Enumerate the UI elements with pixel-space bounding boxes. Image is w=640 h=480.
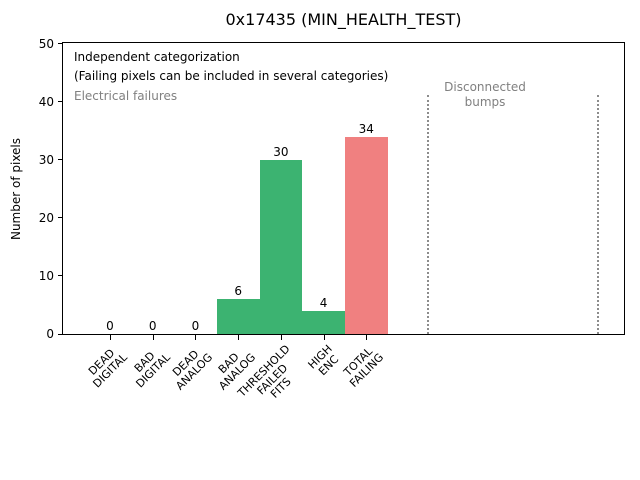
x-tick-mark [366,335,368,340]
bar-value-label: 0 [106,319,114,333]
x-tick-label: BAD DIGITAL [131,349,173,391]
y-tick-mark [58,43,62,45]
x-tick-mark [110,335,111,340]
bar-value-label: 4 [319,295,328,310]
y-tick-label: 40 [38,94,54,109]
bar [344,136,388,334]
y-tick-label: 0 [46,327,54,341]
y-tick-label: 30 [38,152,54,167]
y-tick-mark [58,101,62,103]
x-tick-mark [238,335,240,340]
y-tick-mark [58,275,62,277]
disconnected-region-left-dotted-line [427,95,429,334]
bar-value-label: 30 [273,144,289,159]
bar-value-label: 34 [358,121,374,136]
y-tick-label: 20 [38,210,54,225]
annotation-failing-pixels-note: (Failing pixels can be included in sever… [74,69,389,83]
y-tick-label: 10 [38,268,54,283]
y-tick-label: 50 [38,36,54,51]
x-tick-label: TOTAL FAILING [341,344,387,390]
y-tick-mark [58,333,62,335]
x-tick-label: DEAD DIGITAL [85,346,130,391]
annotation-independent-categorization: Independent categorization [74,50,240,64]
x-tick-mark [195,335,197,340]
annotation-electrical-failures: Electrical failures [74,89,178,103]
x-tick-mark [323,335,325,340]
bar [259,159,303,334]
bar [216,299,260,334]
plot-area [62,42,625,335]
annotation-disconnected-bumps: Disconnected bumps [444,80,526,109]
bar-value-label: 6 [234,284,242,299]
bar-value-label: 0 [148,319,157,333]
disconnected-region-right-dotted-line [597,95,599,334]
y-tick-mark [58,159,62,161]
x-tick-label: DEAD ANALOG [170,347,216,393]
x-tick-mark [152,335,154,340]
x-tick-label: HIGH ENC [305,342,342,379]
bar [302,310,345,334]
chart-title: 0x17435 (MIN_HEALTH_TEST) [225,10,462,29]
y-tick-mark [58,217,62,219]
bar-value-label: 0 [191,319,200,333]
x-tick-mark [280,335,282,340]
y-axis-label: Number of pixels [9,137,23,241]
